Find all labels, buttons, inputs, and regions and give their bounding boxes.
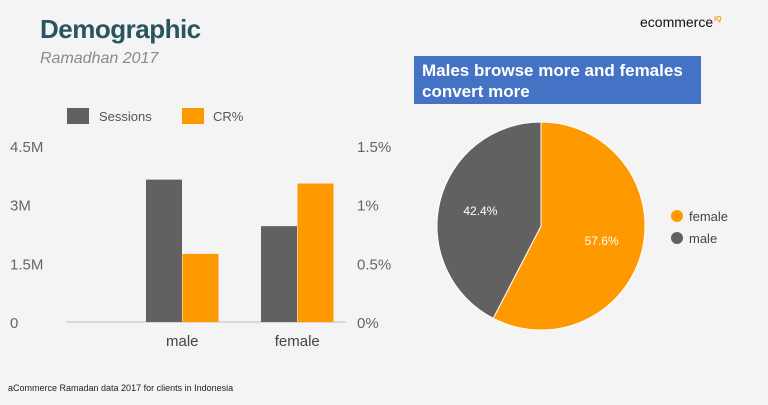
bar-sessions-female: [261, 226, 297, 322]
pie-slice-male: [436, 121, 542, 320]
pie-legend-label-male: male: [689, 231, 717, 246]
pie-legend-dot-male: [671, 232, 683, 244]
legend-swatch-sessions: [67, 108, 89, 124]
brand-superscript: IQ: [714, 16, 722, 24]
left-tick-label: 0: [10, 315, 18, 332]
pie-label-male: 42.4%: [463, 204, 497, 218]
left-tick-label: 1.5M: [10, 256, 43, 273]
page-subtitle: Ramadhan 2017: [40, 50, 159, 67]
callout-box: Males browse more and females convert mo…: [414, 56, 701, 104]
page-title: Demographic: [40, 14, 201, 44]
pie-legend-label-female: female: [689, 209, 728, 224]
brand-name: ecommerce: [640, 14, 714, 30]
legend-swatch-cr: [182, 108, 204, 124]
category-label: male: [166, 333, 199, 350]
pie-label-female: 57.6%: [585, 234, 619, 248]
bar-sessions-male: [146, 179, 182, 322]
pie-slice-female: [492, 121, 646, 331]
category-label: female: [275, 333, 320, 350]
left-tick-label: 4.5M: [10, 139, 43, 156]
legend-label-sessions: Sessions: [99, 109, 152, 124]
footnote: aCommerce Ramadan data 2017 for clients …: [8, 383, 234, 393]
bar-cr-male: [182, 253, 219, 322]
legend-label-cr: CR%: [213, 109, 244, 124]
right-tick-label: 0.5%: [357, 256, 391, 273]
bar-cr-female: [297, 183, 334, 322]
pie-legend-dot-female: [671, 210, 683, 222]
right-tick-label: 1%: [357, 198, 379, 215]
brand-logo: ecommerceIQ: [640, 14, 722, 30]
right-tick-label: 0%: [357, 315, 379, 332]
right-tick-label: 1.5%: [357, 139, 391, 156]
left-tick-label: 3M: [10, 198, 31, 215]
